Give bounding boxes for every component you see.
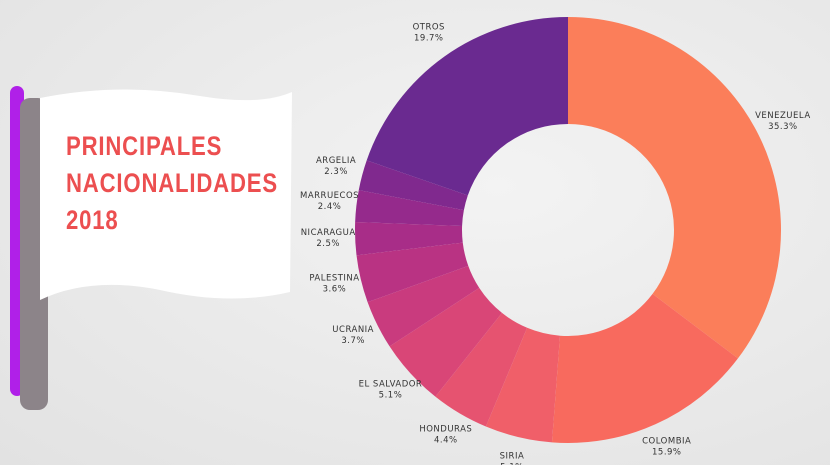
donut-slice <box>389 287 502 397</box>
chart-title: PRINCIPALES NACIONALIDADES 2018 <box>66 131 278 235</box>
slice-label: OTROS <box>413 23 445 33</box>
slice-value-label: 2.5% <box>316 239 340 249</box>
donut-slice <box>356 242 469 303</box>
donut-slice <box>358 160 468 211</box>
slice-label: NICARAGUA <box>301 228 356 238</box>
slice-value-label: 19.7% <box>414 34 444 44</box>
slice-label: PALESTINA <box>309 273 359 283</box>
donut-slice <box>355 190 464 227</box>
slice-label: UCRANIA <box>332 325 374 335</box>
slice-label: MARRUECOS <box>300 191 359 201</box>
slice-value-label: 2.3% <box>324 167 348 177</box>
donut-slice <box>485 327 561 443</box>
slice-value-label: 35.3% <box>768 122 798 132</box>
slice-label: ARGELIA <box>316 156 356 166</box>
donut-slice <box>568 17 782 359</box>
donut: VENEZUELA35.3%COLOMBIA15.9%SIRIA5.1%HOND… <box>300 17 811 465</box>
slice-value-label: 3.6% <box>323 284 347 294</box>
donut-slice <box>551 293 738 443</box>
slice-value-label: 5.1% <box>500 462 524 465</box>
slice-label: COLOMBIA <box>642 437 691 447</box>
slice-value-label: 2.4% <box>318 202 342 212</box>
donut-slice <box>355 221 463 256</box>
slice-value-label: 15.9% <box>652 448 682 458</box>
flag <box>40 89 292 300</box>
slice-label: EL SALVADOR <box>359 380 423 390</box>
slice-label: VENEZUELA <box>755 111 811 121</box>
donut-slice <box>435 312 528 427</box>
slice-value-label: 5.1% <box>379 391 403 401</box>
slice-value-label: 4.4% <box>434 436 458 446</box>
donut-slice <box>366 17 568 196</box>
donut-slice <box>367 265 480 347</box>
slice-value-label: 3.7% <box>341 336 365 346</box>
slice-label: SIRIA <box>500 451 525 461</box>
slice-label: HONDURAS <box>419 425 472 435</box>
